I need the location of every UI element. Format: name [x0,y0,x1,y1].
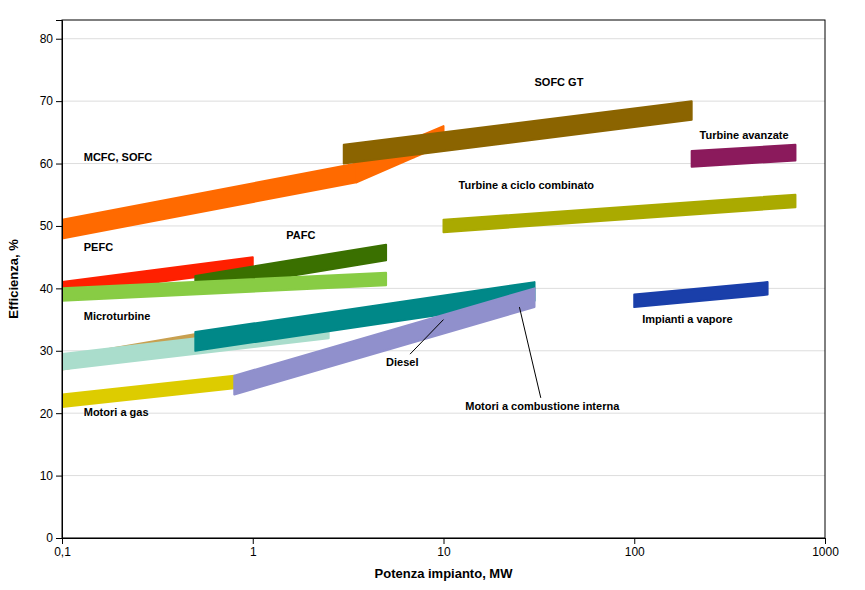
band [692,145,796,167]
x-axis-title: Potenza impianto, MW [375,566,514,581]
y-tick: 60 [40,157,62,171]
tick-mark [56,288,62,289]
tick-label: 1000 [812,545,839,559]
plot-frame [62,20,825,538]
tick-label: 40 [40,282,54,296]
plot: 0,1 1 10 100 1000 0 10 20 30 40 50 60 70 80 Potenza im… [6,20,839,581]
tick-mark [56,101,62,102]
annotation-line [519,307,540,398]
annotation: MCFC, SOFC [84,151,152,163]
annotation: SOFC GT [535,76,584,88]
band [344,101,692,163]
tick-mark [825,538,826,544]
tick-label: 0 [46,531,53,545]
y-tick: 50 [40,219,62,233]
annotation: Motori a combustione interna [465,400,620,412]
tick-mark [634,538,635,544]
band [62,273,386,301]
tick-label: 20 [40,407,54,421]
axis-line [56,21,63,539]
y-tick: 0 [46,531,62,545]
tick-label: 30 [40,344,54,358]
x-tick: 1 [250,538,257,559]
grid-line [62,38,825,39]
y-tick: 20 [40,407,62,421]
x-tick: 1000 [812,538,839,559]
tick-mark [56,39,62,40]
axis-line [63,539,826,545]
tick-label: 80 [40,32,54,46]
annotation: Diesel [386,356,418,368]
tick-mark [253,538,254,544]
y-tick: 30 [40,344,62,358]
band [62,376,234,407]
tick-mark [56,538,62,539]
tick-mark [56,164,62,165]
band [444,195,796,232]
bands [62,101,795,407]
annotation: Microturbine [84,310,151,322]
tick-label: 50 [40,219,54,233]
annotation: Impianti a vapore [642,313,732,325]
y-tick: 40 [40,282,62,296]
tick-label: 70 [40,94,54,108]
grid-line [62,413,825,414]
x-tick: 10 [437,538,451,559]
y-tick: 80 [40,32,62,46]
tick-mark [56,413,62,414]
annotation: PEFC [84,241,113,253]
tick-label: 0,1 [54,545,71,559]
tick-label: 1 [250,545,257,559]
annotation: Turbine avanzate [700,129,789,141]
annotation: Motori a gas [84,406,149,418]
band [234,288,534,394]
grid-line [62,475,825,476]
y-axis: 0 10 20 30 40 50 60 70 80 [40,21,63,546]
y-axis-title: Efficienza, % [6,239,21,319]
grid-line [62,101,825,102]
annotation-line [410,320,443,355]
annotation: PAFC [286,229,315,241]
tick-mark [444,538,445,544]
x-tick: 0,1 [54,538,71,559]
y-tick: 70 [40,94,62,108]
tick-label: 10 [40,469,54,483]
annotation: Turbine a ciclo combinato [459,179,595,191]
tick-label: 10 [437,545,451,559]
tick-label: 100 [625,545,645,559]
chart: 0,1 1 10 100 1000 0 10 20 30 40 50 60 70 80 Potenza im… [0,0,865,590]
tick-mark [56,476,62,477]
tick-mark [56,351,62,352]
band [634,282,767,307]
band [62,164,357,239]
y-tick: 10 [40,469,62,483]
grid [62,39,825,538]
tick-mark [56,226,62,227]
tick-label: 60 [40,157,54,171]
x-tick: 100 [625,538,645,559]
annotations: MCFC, SOFC SOFC GT Turbine avanzate Turbine… [84,76,789,419]
x-axis: 0,1 1 10 100 1000 [54,538,839,559]
